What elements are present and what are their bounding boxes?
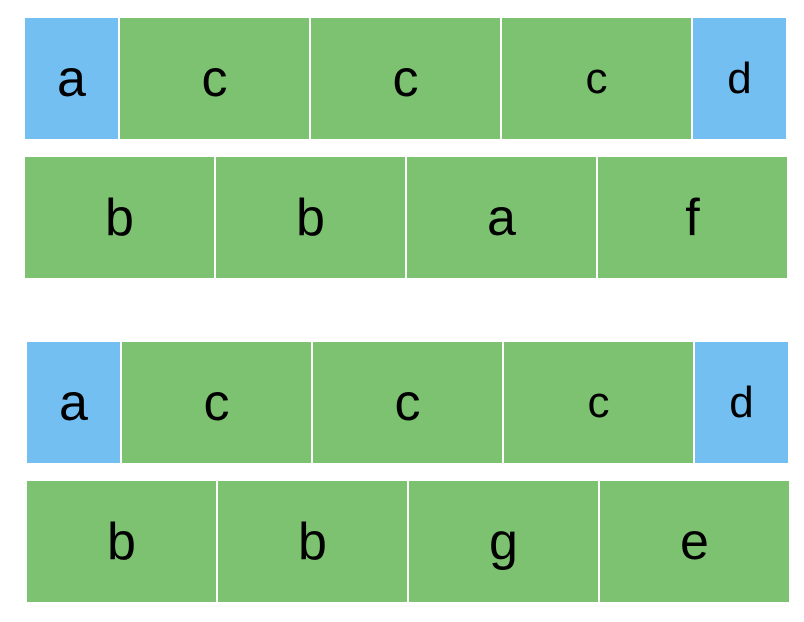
block-cell: b [218, 481, 407, 602]
block-label: c [585, 53, 608, 103]
block-label: b [296, 188, 325, 247]
block-label: a [59, 373, 88, 432]
block-cell: e [600, 481, 789, 602]
block-label: b [105, 188, 134, 247]
block-label: c [587, 377, 610, 427]
group-2-top-row: a c c c d [27, 342, 788, 463]
block-label: d [727, 53, 752, 103]
block-label: e [680, 512, 709, 571]
block-label: b [107, 512, 136, 571]
block-cell: a [25, 18, 118, 139]
block-cell: b [216, 157, 405, 278]
block-cell: c [502, 18, 691, 139]
block-label: d [729, 377, 754, 427]
block-cell: a [27, 342, 120, 463]
block-label: f [685, 188, 700, 247]
block-label: g [489, 512, 518, 571]
block-label: a [57, 49, 86, 108]
block-cell: b [25, 157, 214, 278]
block-label: c [394, 373, 421, 432]
block-cell: g [409, 481, 598, 602]
block-label: b [298, 512, 327, 571]
block-cell: a [407, 157, 596, 278]
block-label: c [392, 49, 419, 108]
block-label: c [201, 49, 228, 108]
block-cell: c [120, 18, 309, 139]
block-cell: d [695, 342, 788, 463]
block-cell: f [598, 157, 787, 278]
block-label: a [487, 188, 516, 247]
block-cell: c [311, 18, 500, 139]
block-cell: c [504, 342, 693, 463]
block-label: c [203, 373, 230, 432]
group-1-bottom-row: b b a f [25, 157, 787, 278]
block-cell: d [693, 18, 786, 139]
block-cell: b [27, 481, 216, 602]
group-2-bottom-row: b b g e [27, 481, 789, 602]
block-cell: c [122, 342, 311, 463]
group-1-top-row: a c c c d [25, 18, 786, 139]
block-cell: c [313, 342, 502, 463]
